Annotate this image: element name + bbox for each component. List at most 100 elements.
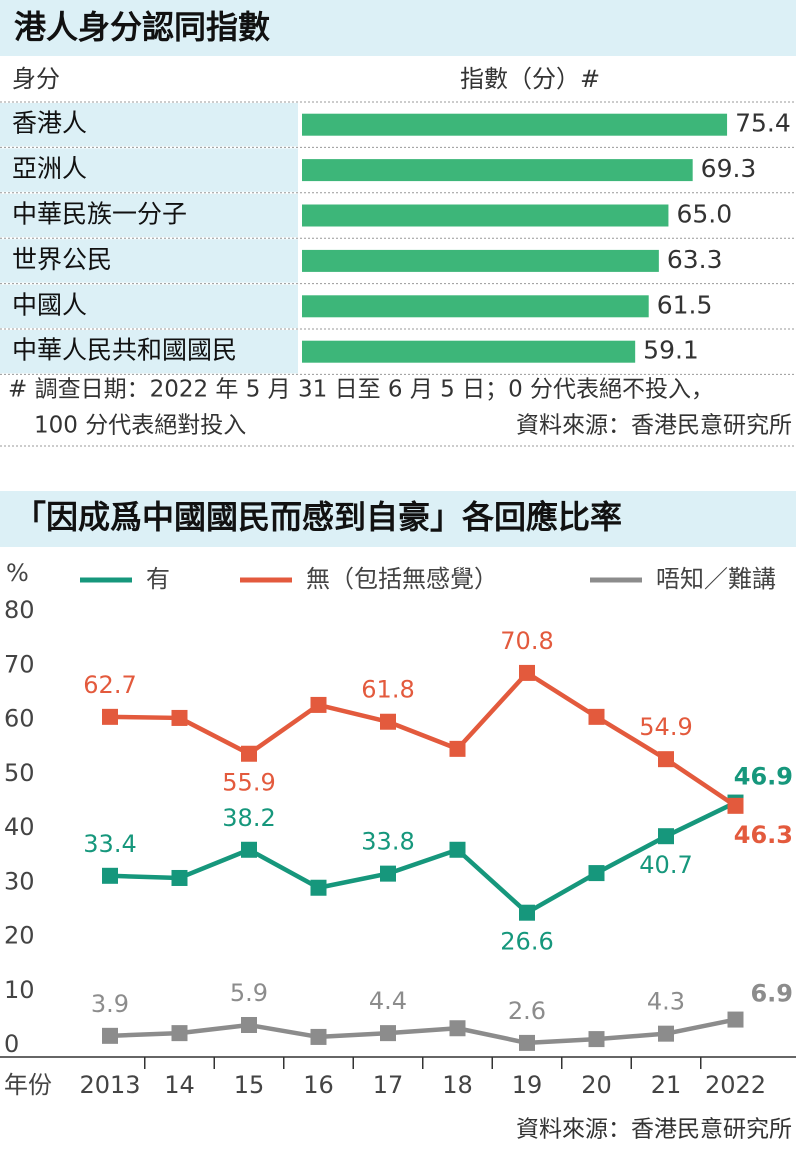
- data-label: 62.7: [83, 671, 136, 699]
- x-tick-label: 14: [164, 1071, 195, 1099]
- chart-title: 港人身分認同指數: [14, 8, 270, 46]
- category-label: 香港人: [12, 109, 87, 138]
- data-label: 70.8: [500, 627, 553, 655]
- chart-title: 「因成爲中國國民而感到自豪」各回應比率: [14, 498, 622, 536]
- y-tick-label: 60: [4, 705, 35, 733]
- data-label: 61.8: [361, 676, 414, 704]
- bar: [302, 113, 728, 136]
- x-tick-label: 17: [373, 1071, 404, 1099]
- y-tick-label: 40: [4, 813, 35, 841]
- value-header: 指數（分）#: [460, 65, 600, 93]
- y-tick-label: 0: [4, 1030, 19, 1058]
- data-label: 6.9: [750, 980, 793, 1008]
- bar: [302, 249, 659, 272]
- data-label: 33.4: [83, 830, 136, 858]
- category-cell: [0, 239, 298, 283]
- title-bar: [0, 491, 796, 547]
- bar: [302, 295, 649, 318]
- value-label: 65.0: [676, 200, 732, 229]
- category-label: 中國人: [12, 290, 87, 319]
- footnote: 100 分代表絕對投入: [34, 413, 246, 439]
- category-cell: [0, 330, 298, 374]
- value-label: 61.5: [657, 290, 713, 319]
- legend-label: 唔知／難講: [656, 565, 776, 593]
- x-tick-label: 2013: [79, 1071, 140, 1099]
- data-label: 46.3: [734, 821, 793, 849]
- data-label: 5.9: [230, 979, 268, 1007]
- x-tick-label: 21: [651, 1071, 682, 1099]
- series-line: [109, 1017, 736, 1046]
- x-tick-label: 19: [512, 1071, 543, 1099]
- series-line: [109, 670, 737, 808]
- y-tick-label: 50: [4, 759, 35, 787]
- x-tick-label: 2022: [705, 1071, 766, 1099]
- y-tick-label: 30: [4, 867, 35, 895]
- point-marker: [588, 1031, 605, 1048]
- point-marker: [658, 751, 674, 768]
- point-marker: [310, 1028, 327, 1045]
- point-marker: [380, 865, 396, 882]
- y-tick-label: 80: [4, 596, 35, 624]
- point-marker: [519, 664, 535, 681]
- point-marker: [102, 708, 118, 725]
- category-label: 中華人民共和國國民: [12, 336, 237, 365]
- bar: [302, 204, 669, 227]
- x-tick-label: 16: [303, 1071, 334, 1099]
- x-tick-label: 18: [442, 1071, 473, 1099]
- source: 資料來源：香港民意研究所: [516, 413, 792, 439]
- point-marker: [519, 904, 535, 921]
- point-marker: [449, 1020, 466, 1037]
- point-marker: [658, 1025, 674, 1042]
- legend-label: 有: [146, 565, 170, 593]
- value-label: 69.3: [701, 154, 757, 183]
- point-marker: [449, 841, 466, 858]
- point-marker: [727, 1011, 744, 1028]
- x-tick-label: 20: [581, 1071, 612, 1099]
- category-label: 世界公民: [12, 245, 112, 274]
- data-label: 40.7: [639, 851, 692, 879]
- value-label: 59.1: [643, 336, 699, 365]
- point-marker: [588, 865, 605, 882]
- data-label: 4.3: [647, 988, 685, 1016]
- bar: [302, 159, 693, 182]
- data-label: 55.9: [222, 769, 275, 797]
- y-tick-label: 70: [4, 650, 35, 678]
- data-label: 26.6: [500, 928, 553, 956]
- y-axis-label: %: [6, 559, 29, 587]
- category-header: 身分: [12, 65, 60, 93]
- category-cell: [0, 148, 298, 192]
- category-label: 亞洲人: [12, 154, 87, 183]
- point-marker: [727, 797, 744, 814]
- point-marker: [380, 713, 396, 730]
- y-tick-label: 10: [4, 976, 35, 1004]
- y-tick-label: 20: [4, 922, 35, 950]
- category-cell: [0, 193, 298, 238]
- point-marker: [241, 745, 257, 762]
- point-marker: [519, 1034, 535, 1051]
- point-marker: [310, 879, 327, 896]
- point-marker: [588, 708, 605, 725]
- category-label: 中華民族一分子: [12, 200, 187, 229]
- value-label: 63.3: [667, 245, 723, 274]
- data-label: 4.4: [369, 987, 407, 1015]
- data-label: 46.9: [734, 763, 793, 791]
- data-label: 2.6: [508, 997, 546, 1025]
- title-bar: [0, 0, 796, 56]
- series-line: [109, 800, 737, 915]
- point-marker: [102, 867, 118, 884]
- footnote: # 調查日期：2022 年 5 月 31 日至 6 月 5 日；0 分代表絕不投…: [8, 377, 714, 403]
- point-marker: [241, 1016, 257, 1033]
- point-marker: [171, 1025, 188, 1042]
- value-label: 75.4: [735, 109, 791, 138]
- x-axis-label: 年份: [4, 1071, 52, 1099]
- point-marker: [380, 1025, 396, 1042]
- point-marker: [310, 696, 327, 713]
- data-label: 38.2: [222, 804, 275, 832]
- point-marker: [171, 709, 188, 726]
- data-label: 54.9: [639, 713, 692, 741]
- point-marker: [449, 740, 466, 757]
- category-cell: [0, 103, 298, 147]
- bar: [302, 340, 636, 363]
